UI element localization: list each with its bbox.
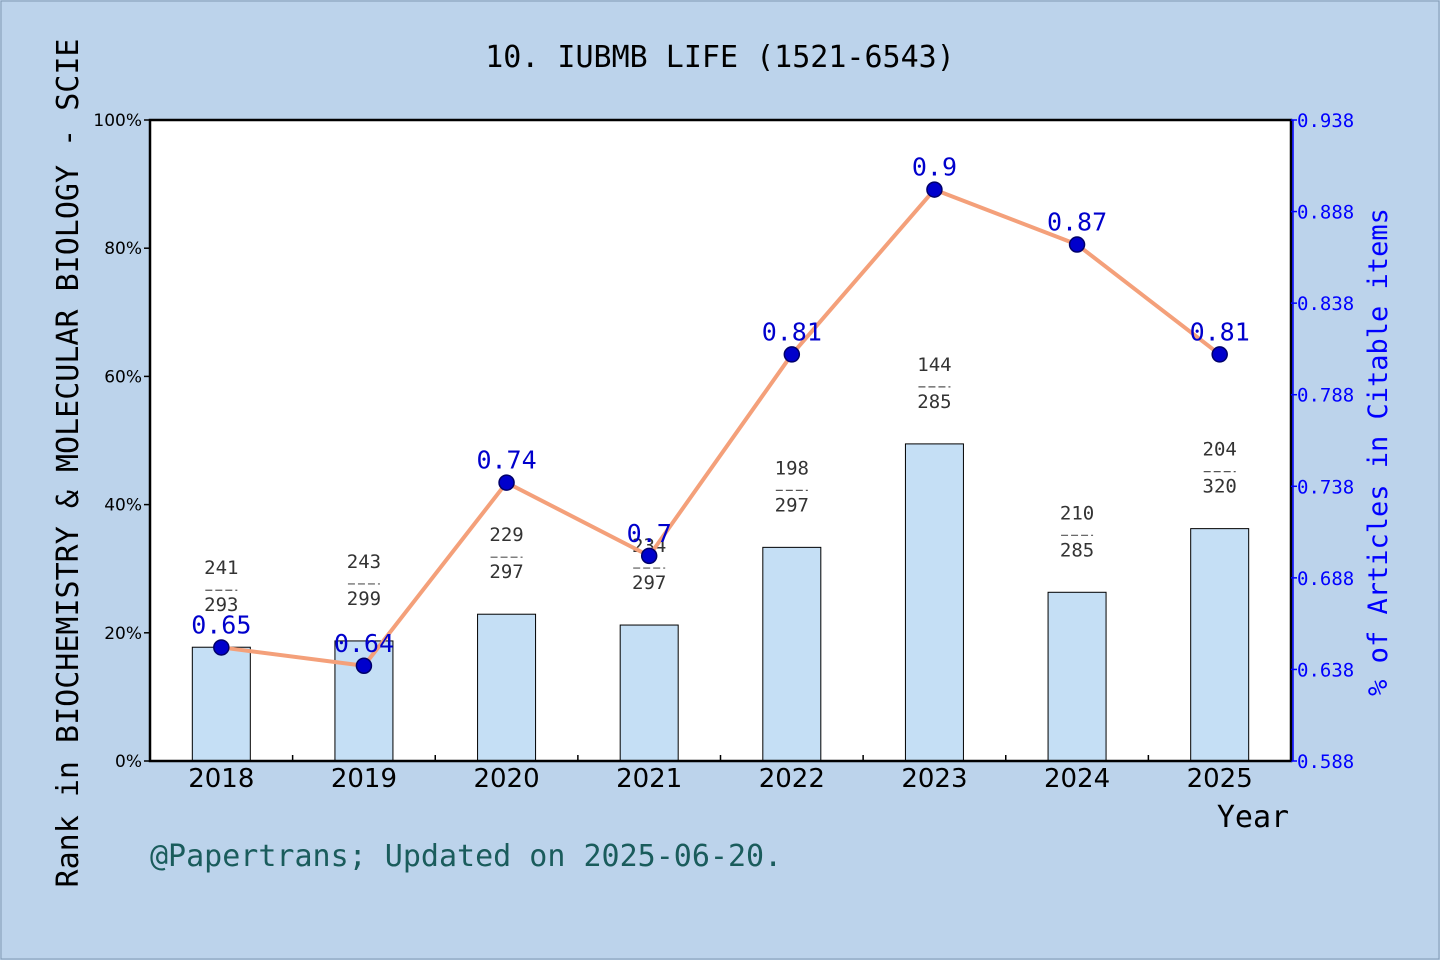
x-tick-label: 2022 (759, 764, 825, 794)
line-point-2024 (1068, 236, 1086, 253)
line-point-2023 (926, 181, 943, 198)
line-series (221, 187, 1221, 668)
x-tick-label: 2018 (188, 764, 254, 794)
bar-2020 (477, 613, 537, 762)
x-tick-label: 2020 (473, 764, 539, 794)
axes-layer: 0% 20% 40% 60% 80% 100% 0.588 0.638 0.688 0.738 0.… (93, 110, 1354, 794)
bar-label-denominator: 297 (775, 494, 809, 516)
line-layer: 0.65 0.64 0.74 0.7 0.81 0.9 0.87 0.81 (191, 153, 1250, 675)
line-value-label: 0.9 (912, 153, 957, 182)
line-point-2021 (640, 547, 658, 565)
bar-label-numerator: 144 (917, 354, 951, 376)
line-value-label: 0.81 (762, 317, 822, 346)
bar-label-numerator: 204 (1203, 439, 1237, 461)
y2-tick-label: 0.938 (1297, 110, 1354, 132)
bar-label-numerator: 243 (347, 551, 381, 573)
line-value-label: 0.65 (191, 610, 251, 639)
y2-tick-label: 0.888 (1297, 202, 1354, 224)
bar-label-numerator: 229 (489, 524, 523, 546)
y2-axis-label: % of Articles in Citable items (1363, 208, 1394, 696)
bar-label-denominator: 297 (489, 561, 523, 583)
bar-label-denominator: 285 (1060, 539, 1094, 561)
bar-2023 (904, 443, 964, 762)
x-tick-label: 2019 (331, 764, 397, 794)
bar-label-numerator: 241 (204, 557, 238, 579)
x-tick-label: 2023 (901, 764, 967, 794)
y-tick-label: 20% (104, 624, 142, 644)
y2-tick-label: 0.738 (1297, 476, 1354, 498)
bar-label-numerator: 198 (775, 457, 809, 479)
x-tick-label: 2021 (616, 764, 682, 794)
line-point-2022 (783, 346, 801, 363)
y2-tick-label: 0.788 (1297, 385, 1354, 407)
y2-tick-label: 0.638 (1297, 659, 1354, 681)
bar-label-denominator: 293 (204, 594, 238, 616)
line-value-label: 0.87 (1047, 208, 1107, 237)
footer-note: @Papertrans; Updated on 2025-06-20. (150, 839, 782, 874)
y-tick-label: 60% (104, 367, 142, 387)
line-value-label: 0.7 (627, 519, 672, 548)
x-tick-label: 2025 (1187, 764, 1253, 794)
line-point-2018 (213, 639, 230, 656)
bar-2018 (191, 646, 251, 762)
x-tick-label: 2024 (1044, 764, 1110, 794)
line-point-2025 (1211, 346, 1228, 363)
y-tick-label: 0% (115, 752, 142, 772)
bar-2025 (1190, 528, 1250, 762)
bar-label-denominator: 299 (347, 588, 381, 610)
bars-layer: 2412932432992292972342971982971442852102… (191, 354, 1250, 762)
y2-tick-label: 0.838 (1297, 293, 1354, 315)
bar-2022 (762, 546, 822, 762)
bar-label-denominator: 320 (1203, 476, 1237, 498)
line-point-2020 (498, 474, 515, 491)
line-value-label: 0.64 (334, 629, 394, 658)
y2-tick-label: 0.588 (1297, 751, 1354, 773)
line-point-2019 (355, 657, 373, 675)
y2-tick-label: 0.688 (1297, 568, 1354, 590)
bar-label-numerator: 210 (1060, 502, 1094, 524)
y-tick-label: 40% (104, 496, 142, 516)
y-tick-label: 100% (93, 111, 142, 131)
y-tick-label: 80% (104, 239, 142, 259)
bar-label-denominator: 285 (917, 391, 951, 413)
bar-2024 (1047, 591, 1107, 762)
chart-title: 10. IUBMB LIFE (1521-6543) (485, 40, 955, 75)
plot-area (150, 120, 1291, 761)
line-value-label: 0.74 (476, 446, 536, 475)
bar-2021 (619, 624, 679, 762)
y-axis-label: Rank in BIOCHEMISTRY & MOLECULAR BIOLOGY… (51, 39, 86, 888)
line-value-label: 0.81 (1190, 317, 1250, 346)
x-axis-label: Year (1217, 800, 1289, 835)
bar-label-denominator: 297 (632, 572, 666, 594)
